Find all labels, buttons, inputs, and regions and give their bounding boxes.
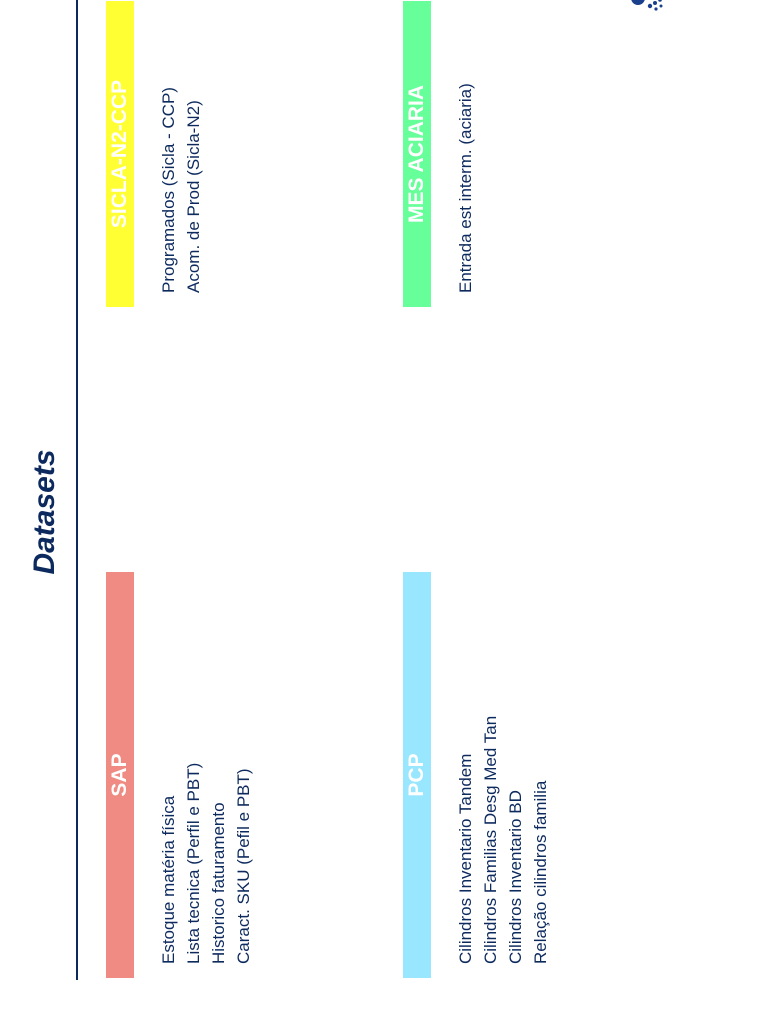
list-item: Cilindros Inventario BD — [506, 790, 525, 964]
list-item: Programados (Sicla - CCP) — [159, 87, 178, 293]
title-divider — [76, 0, 78, 980]
list-item: Historico faturamento — [209, 802, 228, 964]
list-item: Lista tecnica (Perfil e PBT) — [184, 762, 203, 964]
dataset-pcp-header: PCP — [403, 572, 431, 978]
dataset-sicla-header: SICLA-N2-CCP — [106, 1, 134, 307]
dataset-mes: MES ACIARIA Entrada est interm. (aciaria… — [403, 1, 478, 307]
list-item: Estoque matéria física — [159, 795, 178, 964]
list-item: Acom. de Prod (Sicla-N2) — [184, 100, 203, 293]
dataset-mes-header: MES ACIARIA — [403, 1, 431, 307]
company-logo-icon — [630, 0, 670, 14]
list-item: Caract. SKU (Pefil e PBT) — [234, 768, 253, 964]
slide-title: Datasets — [28, 449, 61, 575]
list-item: Cilindros Familias Desg Med Tan — [481, 715, 500, 964]
company-logo-graphic — [631, 0, 663, 11]
dataset-sicla-list: Programados (Sicla - CCP) Acom. de Prod … — [156, 1, 206, 307]
dataset-sap: SAP Estoque matéria física Lista tecnica… — [106, 572, 256, 978]
list-item: Entrada est interm. (aciaria) — [456, 83, 475, 293]
list-item: Cilindros Inventario Tandem — [456, 753, 475, 964]
dataset-pcp: PCP Cilindros Inventario Tandem Cilindro… — [403, 572, 553, 978]
dataset-pcp-list: Cilindros Inventario Tandem Cilindros Fa… — [453, 572, 553, 978]
list-item: Relação cilindros familia — [531, 780, 550, 964]
dataset-sap-list: Estoque matéria física Lista tecnica (Pe… — [156, 572, 256, 978]
dataset-sicla: SICLA-N2-CCP Programados (Sicla - CCP) A… — [106, 1, 206, 307]
dataset-sap-header: SAP — [106, 572, 134, 978]
dataset-mes-list: Entrada est interm. (aciaria) — [453, 1, 478, 307]
